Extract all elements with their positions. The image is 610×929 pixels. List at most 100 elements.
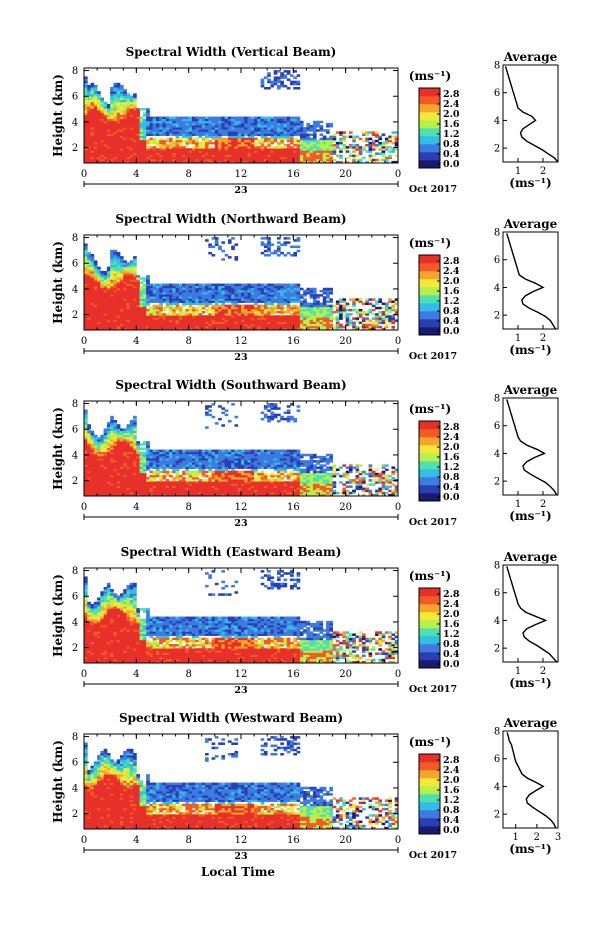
heatmap-cell bbox=[110, 432, 114, 436]
x-tick-label: 16 bbox=[287, 336, 300, 347]
heatmap-cell bbox=[84, 472, 88, 476]
heatmap-cell bbox=[342, 308, 347, 312]
heatmap-cell bbox=[299, 158, 304, 162]
heatmap-cell bbox=[221, 125, 226, 128]
heatmap-cell bbox=[139, 321, 144, 325]
heatmap-cell bbox=[149, 327, 154, 331]
heatmap-cell bbox=[257, 156, 262, 160]
heatmap-cell bbox=[165, 139, 170, 143]
heatmap-cell bbox=[270, 313, 275, 316]
heatmap-cell bbox=[155, 489, 160, 493]
heatmap-cell bbox=[263, 313, 268, 316]
heatmap-cell bbox=[119, 156, 124, 160]
heatmap-cell bbox=[306, 308, 311, 312]
heatmap-cell bbox=[394, 141, 399, 145]
heatmap-cell bbox=[218, 137, 222, 141]
heatmap-cell bbox=[198, 323, 203, 327]
heatmap-cell bbox=[136, 144, 140, 147]
heatmap-cell bbox=[198, 156, 203, 160]
heatmap-cell bbox=[335, 325, 340, 329]
heatmap-cell bbox=[87, 315, 91, 318]
heatmap-cell bbox=[97, 277, 101, 280]
heatmap-cell bbox=[87, 95, 91, 98]
heatmap-cell bbox=[182, 321, 186, 325]
heatmap-cell bbox=[182, 125, 186, 128]
heatmap-cell bbox=[119, 428, 124, 431]
heatmap-cell bbox=[218, 139, 222, 143]
heatmap-cell bbox=[241, 323, 245, 327]
y-tick-label: 8 bbox=[72, 66, 78, 77]
heatmap-cell bbox=[146, 321, 150, 325]
heatmap-cell bbox=[309, 321, 314, 325]
heatmap-cell bbox=[342, 306, 347, 310]
heatmap-cell bbox=[123, 273, 127, 276]
heatmap-cell bbox=[293, 76, 297, 79]
heatmap-cell bbox=[312, 150, 317, 153]
heatmap-cell bbox=[299, 154, 304, 158]
heatmap-cell bbox=[84, 249, 88, 253]
heatmap-cell bbox=[87, 152, 91, 155]
heatmap-cell bbox=[276, 118, 281, 122]
average-x-tick-label: 1 bbox=[515, 166, 521, 177]
heatmap-cell bbox=[247, 298, 252, 301]
heatmap-cell bbox=[224, 287, 229, 291]
heatmap-cell bbox=[113, 101, 118, 105]
heatmap-cell bbox=[87, 270, 91, 274]
heatmap-cell bbox=[205, 294, 209, 297]
heatmap-cell bbox=[312, 302, 317, 306]
heatmap-cell bbox=[110, 468, 114, 472]
heatmap-cell bbox=[231, 122, 235, 126]
heatmap-cell bbox=[169, 306, 173, 310]
heatmap-cell bbox=[87, 129, 91, 132]
heatmap-cell bbox=[326, 304, 330, 308]
heatmap-cell bbox=[208, 116, 212, 120]
heatmap-cell bbox=[116, 292, 121, 295]
heatmap-cell bbox=[139, 319, 144, 322]
heatmap-cell bbox=[146, 129, 150, 132]
heatmap-cell bbox=[139, 129, 144, 132]
heatmap-cell bbox=[280, 283, 284, 287]
heatmap-cell bbox=[358, 146, 363, 149]
heatmap-cell bbox=[136, 127, 140, 130]
heatmap-cell bbox=[123, 148, 127, 151]
heatmap-cell bbox=[110, 327, 114, 331]
heatmap-cell bbox=[319, 125, 324, 128]
heatmap-cell bbox=[129, 125, 134, 128]
heatmap-cell bbox=[146, 150, 150, 153]
heatmap-cell bbox=[201, 300, 206, 303]
heatmap-cell bbox=[182, 294, 186, 297]
heatmap-cell bbox=[152, 460, 157, 463]
heatmap-cell bbox=[290, 317, 294, 320]
heatmap-cell bbox=[116, 156, 121, 160]
heatmap-cell bbox=[326, 141, 330, 145]
heatmap-cell bbox=[93, 298, 98, 301]
heatmap-cell bbox=[110, 300, 114, 303]
heatmap-cell bbox=[316, 139, 320, 143]
heatmap-cell bbox=[296, 129, 301, 132]
heatmap-cell bbox=[384, 148, 389, 151]
heatmap-cell bbox=[303, 154, 307, 158]
heatmap-cell bbox=[391, 304, 396, 308]
heatmap-cell bbox=[172, 146, 176, 149]
heatmap-cell bbox=[276, 84, 281, 88]
heatmap-cell bbox=[146, 296, 150, 299]
heatmap-cell bbox=[254, 118, 258, 122]
heatmap-cell bbox=[165, 315, 170, 318]
heatmap-cell bbox=[306, 315, 311, 318]
heatmap-cell bbox=[205, 298, 209, 301]
heatmap-cell bbox=[316, 323, 320, 327]
heatmap-cell bbox=[221, 315, 226, 318]
heatmap-cell bbox=[159, 491, 163, 495]
heatmap-cell bbox=[326, 294, 330, 297]
heatmap-cell bbox=[84, 127, 88, 130]
heatmap-cell bbox=[339, 313, 343, 316]
heatmap-cell bbox=[116, 493, 121, 497]
heatmap-cell bbox=[84, 430, 88, 434]
heatmap-cell bbox=[133, 481, 137, 484]
heatmap-cell bbox=[208, 325, 212, 329]
colorbar-tick-label: 0.4 bbox=[443, 149, 460, 160]
heatmap-cell bbox=[133, 470, 137, 474]
heatmap-cell bbox=[110, 110, 114, 113]
heatmap-cell bbox=[280, 84, 284, 88]
heatmap-cell bbox=[84, 114, 88, 117]
